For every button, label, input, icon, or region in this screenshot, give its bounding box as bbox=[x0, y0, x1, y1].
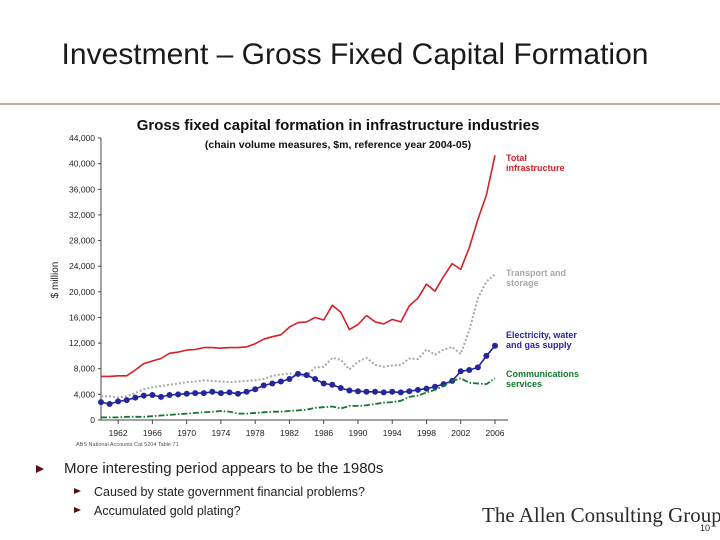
bullet-arrow-icon bbox=[74, 507, 81, 513]
x-tick-label: 1974 bbox=[211, 428, 230, 438]
bullet-arrow-icon bbox=[74, 488, 81, 494]
data-point-electricity-water-gas bbox=[106, 401, 113, 407]
series-label-electricity-water-gas: Electricity, water and gas supply bbox=[506, 330, 577, 350]
sub-bullet-text: Caused by state government financial pro… bbox=[94, 485, 365, 499]
data-point-electricity-water-gas bbox=[337, 385, 344, 391]
bullet-list: More interesting period appears to be th… bbox=[36, 459, 496, 521]
data-point-electricity-water-gas bbox=[423, 385, 430, 392]
series-line-total-infrastructure bbox=[101, 155, 496, 378]
data-point-electricity-water-gas bbox=[380, 389, 387, 396]
data-point-electricity-water-gas bbox=[320, 380, 327, 387]
data-point-electricity-water-gas bbox=[183, 390, 190, 397]
slide-title: Investment – Gross Fixed Capital Formati… bbox=[61, 38, 649, 71]
sub-bullet-item: Caused by state government financial pro… bbox=[36, 483, 496, 502]
bullet-text: More interesting period appears to be th… bbox=[64, 460, 384, 477]
data-point-electricity-water-gas bbox=[363, 388, 370, 395]
title-divider bbox=[0, 103, 720, 105]
x-tick-label: 1998 bbox=[417, 428, 436, 438]
series-line-transport-and-storage bbox=[101, 273, 496, 399]
x-tick-label: 1994 bbox=[383, 428, 402, 438]
x-tick-label: 1986 bbox=[314, 428, 333, 438]
page-number: 10 bbox=[700, 523, 711, 533]
y-tick-label: 0 bbox=[90, 415, 95, 425]
data-point-electricity-water-gas bbox=[132, 394, 139, 401]
data-point-electricity-water-gas bbox=[355, 388, 361, 395]
data-point-electricity-water-gas bbox=[217, 390, 224, 397]
data-point-electricity-water-gas bbox=[140, 392, 147, 399]
data-point-electricity-water-gas bbox=[303, 372, 310, 379]
y-tick-label: 32,000 bbox=[69, 210, 95, 220]
y-tick-label: 8,000 bbox=[74, 364, 96, 374]
data-point-electricity-water-gas bbox=[277, 378, 284, 385]
data-point-electricity-water-gas bbox=[372, 388, 379, 395]
data-point-electricity-water-gas bbox=[115, 398, 122, 405]
x-tick-label: 2002 bbox=[451, 428, 470, 438]
y-tick-label: 4,000 bbox=[74, 389, 96, 399]
data-point-electricity-water-gas bbox=[235, 390, 241, 397]
data-point-electricity-water-gas bbox=[483, 352, 490, 359]
data-point-electricity-water-gas bbox=[200, 390, 207, 397]
data-point-electricity-water-gas bbox=[414, 386, 421, 393]
sub-bullet-text: Accumulated gold plating? bbox=[94, 504, 241, 518]
chart-subtitle: (chain volume measures, $m, reference ye… bbox=[205, 139, 471, 151]
series-line-communications-services bbox=[101, 377, 496, 419]
y-tick-label: 12,000 bbox=[69, 338, 95, 348]
x-tick-label: 2006 bbox=[486, 428, 505, 438]
series-label-total-infrastructure: Total infrastructure bbox=[506, 153, 565, 173]
data-point-electricity-water-gas bbox=[175, 391, 182, 398]
y-tick-label: 40,000 bbox=[69, 159, 95, 169]
x-tick-label: 1982 bbox=[280, 428, 299, 438]
y-tick-label: 20,000 bbox=[69, 287, 95, 297]
data-point-electricity-water-gas bbox=[432, 383, 438, 390]
series-label-transport-and-storage: Transport and storage bbox=[506, 268, 566, 288]
data-point-electricity-water-gas bbox=[466, 367, 473, 373]
data-point-electricity-water-gas bbox=[149, 392, 156, 398]
data-point-electricity-water-gas bbox=[457, 368, 464, 375]
data-point-electricity-water-gas bbox=[329, 381, 336, 388]
y-tick-label: 24,000 bbox=[69, 261, 95, 271]
y-tick-label: 28,000 bbox=[69, 236, 95, 246]
y-tick-label: 16,000 bbox=[69, 312, 95, 322]
chart-source-note: ABS National Accounts Cat 5204 Table 71 bbox=[76, 442, 179, 448]
data-point-electricity-water-gas bbox=[158, 393, 164, 400]
infrastructure-gfcf-line-chart: Gross fixed capital formation in infrast… bbox=[50, 117, 579, 448]
x-tick-label: 1990 bbox=[348, 428, 367, 438]
bullet-item: More interesting period appears to be th… bbox=[36, 459, 496, 483]
data-point-electricity-water-gas bbox=[286, 376, 293, 382]
x-tick-label: 1966 bbox=[143, 428, 162, 438]
data-point-electricity-water-gas bbox=[166, 392, 173, 398]
data-point-electricity-water-gas bbox=[492, 342, 498, 349]
bullet-arrow-icon bbox=[36, 465, 44, 473]
sub-bullet-item: Accumulated gold plating? bbox=[36, 502, 496, 521]
y-tick-label: 36,000 bbox=[69, 184, 95, 194]
y-tick-label: 44,000 bbox=[69, 133, 95, 143]
data-point-electricity-water-gas bbox=[243, 388, 250, 395]
data-point-electricity-water-gas bbox=[389, 388, 396, 395]
x-tick-label: 1978 bbox=[246, 428, 265, 438]
chart-title: Gross fixed capital formation in infrast… bbox=[137, 117, 540, 134]
data-point-electricity-water-gas bbox=[312, 376, 319, 382]
y-axis-label: $ million bbox=[50, 262, 61, 299]
data-point-electricity-water-gas bbox=[295, 370, 301, 377]
x-tick-label: 1970 bbox=[177, 428, 196, 438]
data-point-electricity-water-gas bbox=[260, 382, 267, 389]
company-logo: The Allen Consulting Group bbox=[482, 503, 720, 527]
series-label-communications-services: Communications services bbox=[506, 369, 579, 389]
data-point-electricity-water-gas bbox=[192, 390, 199, 397]
data-point-electricity-water-gas bbox=[406, 388, 413, 395]
data-point-electricity-water-gas bbox=[397, 389, 404, 396]
data-point-electricity-water-gas bbox=[98, 399, 104, 406]
data-point-electricity-water-gas bbox=[474, 364, 481, 371]
data-point-electricity-water-gas bbox=[346, 387, 353, 394]
data-point-electricity-water-gas bbox=[252, 386, 259, 393]
data-point-electricity-water-gas bbox=[226, 389, 233, 396]
data-point-electricity-water-gas bbox=[209, 388, 216, 395]
data-point-electricity-water-gas bbox=[269, 380, 276, 387]
data-point-electricity-water-gas bbox=[123, 397, 130, 404]
x-tick-label: 1962 bbox=[109, 428, 128, 438]
